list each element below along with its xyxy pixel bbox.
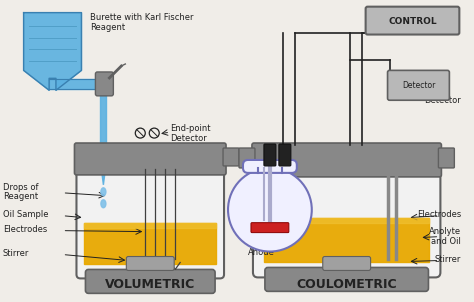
Text: Electrodes: Electrodes <box>417 210 461 219</box>
FancyBboxPatch shape <box>74 143 226 175</box>
FancyBboxPatch shape <box>388 70 449 100</box>
Text: Reagent: Reagent <box>3 192 38 201</box>
Ellipse shape <box>101 188 106 196</box>
Polygon shape <box>24 13 82 90</box>
Text: Membrane: Membrane <box>248 226 293 235</box>
FancyBboxPatch shape <box>264 144 276 166</box>
Text: Reagent: Reagent <box>91 23 126 32</box>
Text: Stirrer: Stirrer <box>3 249 29 258</box>
FancyBboxPatch shape <box>438 148 455 168</box>
Text: CONTROL: CONTROL <box>388 17 437 26</box>
Text: Drops of: Drops of <box>3 183 38 192</box>
FancyBboxPatch shape <box>253 162 440 278</box>
FancyBboxPatch shape <box>251 223 289 233</box>
FancyBboxPatch shape <box>252 143 441 177</box>
FancyBboxPatch shape <box>95 72 113 96</box>
Text: Anolyte: Anolyte <box>429 227 461 236</box>
Polygon shape <box>258 168 282 173</box>
Polygon shape <box>100 162 106 185</box>
Text: Detector: Detector <box>425 96 461 105</box>
Text: COULOMETRIC: COULOMETRIC <box>296 278 397 291</box>
FancyBboxPatch shape <box>365 7 459 34</box>
FancyBboxPatch shape <box>127 256 174 271</box>
Polygon shape <box>264 218 429 262</box>
Text: Detector: Detector <box>170 134 207 143</box>
FancyBboxPatch shape <box>323 256 371 271</box>
Text: Oil Sample: Oil Sample <box>3 210 48 219</box>
Text: Cathode: Cathode <box>248 210 283 219</box>
FancyBboxPatch shape <box>243 160 297 173</box>
FancyBboxPatch shape <box>223 148 239 166</box>
Text: Burette with Karl Fischer: Burette with Karl Fischer <box>91 13 194 22</box>
Ellipse shape <box>228 168 312 252</box>
Text: Iodine: Iodine <box>248 172 274 181</box>
Text: End-point: End-point <box>170 124 211 133</box>
Polygon shape <box>84 223 216 228</box>
FancyBboxPatch shape <box>76 161 224 278</box>
Polygon shape <box>84 223 216 265</box>
FancyBboxPatch shape <box>85 269 215 293</box>
Text: Detector: Detector <box>402 81 435 90</box>
FancyBboxPatch shape <box>239 148 255 168</box>
Text: Anode: Anode <box>248 248 275 257</box>
FancyBboxPatch shape <box>265 268 428 291</box>
Text: Electrodes: Electrodes <box>3 225 47 234</box>
Text: Catholyte: Catholyte <box>248 200 289 209</box>
Ellipse shape <box>101 200 106 208</box>
Polygon shape <box>264 218 429 223</box>
Text: Generator: Generator <box>248 182 291 191</box>
FancyBboxPatch shape <box>279 144 291 166</box>
Text: and Oil: and Oil <box>431 237 461 246</box>
Text: Stirrer: Stirrer <box>435 255 461 264</box>
Text: VOLUMETRIC: VOLUMETRIC <box>105 278 195 291</box>
